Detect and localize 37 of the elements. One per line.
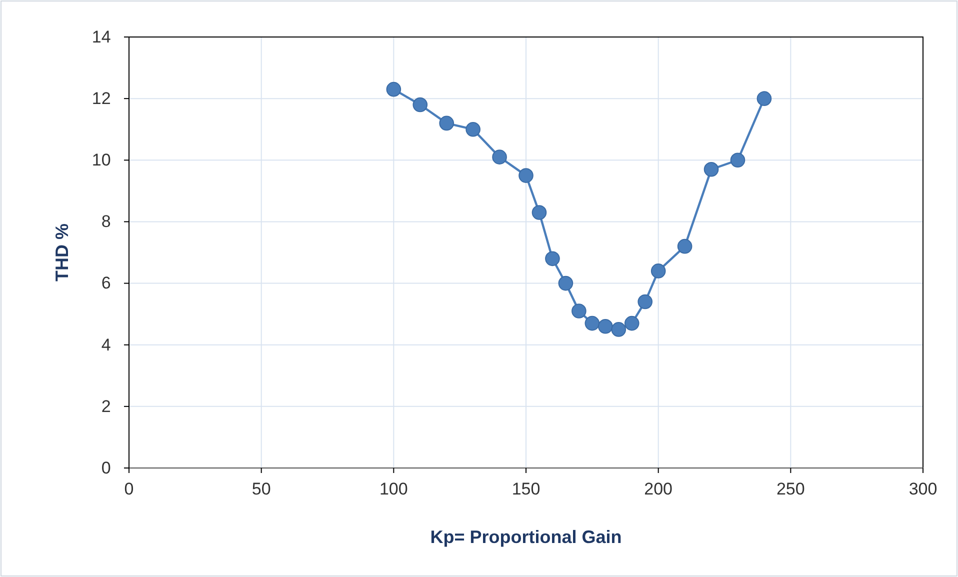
y-tick-label: 0 bbox=[101, 458, 111, 478]
point bbox=[598, 318, 613, 334]
y-tick-label: 14 bbox=[92, 27, 111, 46]
point bbox=[704, 162, 719, 177]
point bbox=[584, 316, 600, 331]
point bbox=[611, 322, 626, 337]
point bbox=[532, 205, 547, 220]
x-tick-label: 100 bbox=[379, 480, 408, 499]
x-tick-label: 250 bbox=[776, 480, 805, 499]
point bbox=[677, 238, 692, 254]
point bbox=[572, 304, 586, 318]
x-tick-label: 150 bbox=[512, 480, 540, 499]
y-tick-label: 6 bbox=[101, 274, 111, 293]
y-tick-label: 8 bbox=[101, 212, 111, 232]
x-tick-label: 300 bbox=[908, 480, 938, 499]
point bbox=[624, 316, 640, 331]
point bbox=[386, 82, 402, 97]
point bbox=[638, 294, 653, 310]
point bbox=[558, 276, 574, 291]
point bbox=[439, 116, 454, 131]
point bbox=[518, 168, 534, 183]
point bbox=[756, 91, 772, 106]
x-tick-label: 50 bbox=[252, 480, 271, 499]
y-tick-label: 12 bbox=[92, 89, 111, 108]
point bbox=[650, 264, 666, 278]
y-tick-label: 2 bbox=[101, 396, 111, 416]
x-axis-title: Kp= Proportional Gain bbox=[430, 527, 622, 547]
point bbox=[730, 152, 746, 168]
point bbox=[466, 122, 480, 137]
point bbox=[492, 150, 507, 164]
y-tick-label: 10 bbox=[92, 150, 111, 170]
point bbox=[545, 251, 560, 266]
y-axis-title: THD % bbox=[52, 224, 72, 282]
x-tick-label: 200 bbox=[644, 480, 673, 499]
y-tick-label: 4 bbox=[101, 335, 111, 354]
x-tick-label: 0 bbox=[124, 480, 134, 499]
point bbox=[412, 97, 428, 112]
